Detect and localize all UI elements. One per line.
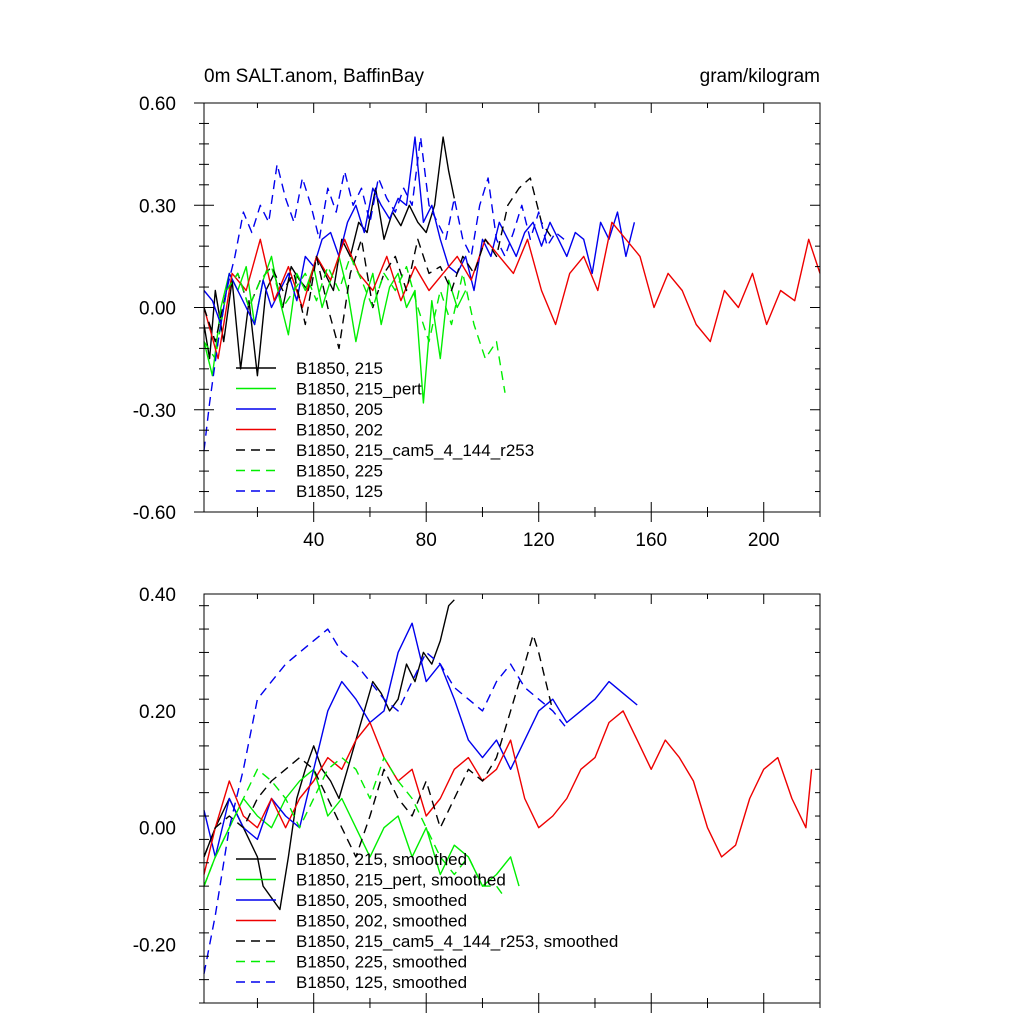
bottom-panel: -0.200.000.200.40 B1850, 215, smoothedB1… bbox=[133, 585, 821, 1013]
x-tick-label: 200 bbox=[748, 530, 780, 551]
top-panel: 40 80 120 160 200 -0.60 -0.30 0.00 0.30 0.60 B185… bbox=[133, 94, 821, 551]
x-tick-label: 160 bbox=[635, 530, 667, 551]
series-line-b1850-225-smoothed bbox=[203, 756, 506, 899]
series-line-b1850-125-smoothed bbox=[203, 628, 568, 974]
series-line-b1850-215-cam5-4-144-r253 bbox=[203, 177, 554, 350]
chart-title-right: gram/kilogram bbox=[700, 66, 820, 87]
series-line-b1850-215-smoothed bbox=[203, 599, 455, 911]
x-tick-label: 40 bbox=[303, 530, 324, 551]
legend-label: B1850, 225, smoothed bbox=[296, 953, 467, 972]
legend-label: B1850, 215, smoothed bbox=[296, 850, 467, 869]
legend-label: B1850, 215 bbox=[296, 359, 383, 378]
y-tick-label: 0.00 bbox=[139, 819, 176, 840]
bottom-ticks-group: -0.20 0.00 0.20 0.40 bbox=[133, 585, 821, 1013]
y-tick-label: 0.30 bbox=[139, 196, 176, 217]
y-tick-label: 0.20 bbox=[139, 702, 176, 723]
legend-label: B1850, 125 bbox=[296, 482, 383, 501]
legend-label: B1850, 202 bbox=[296, 421, 383, 440]
legend-label: B1850, 202, smoothed bbox=[296, 912, 467, 931]
series-line-b1850-202-smoothed bbox=[203, 710, 813, 875]
series-line-b1850-225 bbox=[203, 255, 506, 393]
series-line-b1850-125 bbox=[203, 136, 565, 451]
legend-label: B1850, 205, smoothed bbox=[296, 891, 467, 910]
bottom-legend: B1850, 215, smoothed B1850, 215_pert, smo… bbox=[236, 850, 618, 992]
legend-label: B1850, 225 bbox=[296, 462, 383, 481]
bottom-plot-frame bbox=[203, 593, 821, 1004]
legend-label: B1850, 125, smoothed bbox=[296, 973, 467, 992]
y-tick-label: -0.20 bbox=[133, 936, 176, 957]
y-tick-label: 0.00 bbox=[139, 299, 176, 320]
x-tick-label: 80 bbox=[416, 530, 437, 551]
top-series-group bbox=[203, 136, 821, 451]
x-tick-label: 120 bbox=[523, 530, 555, 551]
series-line-b1850-215-cam5-4-144-r253-smoothed bbox=[203, 634, 554, 858]
legend-label: B1850, 215_pert bbox=[296, 380, 422, 399]
series-line-b1850-205-smoothed bbox=[203, 622, 638, 858]
legend-label: B1850, 205 bbox=[296, 400, 383, 419]
legend-label: B1850, 215_cam5_4_144_r253, smoothed bbox=[296, 932, 618, 951]
chart-title-left: 0m SALT.anom, BaffinBay bbox=[204, 66, 425, 87]
legend-label: B1850, 215_cam5_4_144_r253 bbox=[296, 441, 534, 460]
y-tick-label: -0.30 bbox=[133, 401, 176, 422]
series-line-b1850-202 bbox=[203, 221, 821, 360]
y-tick-label: -0.60 bbox=[133, 503, 176, 524]
bottom-series-group bbox=[203, 599, 813, 974]
top-ticks-group: 40 80 120 160 200 -0.60 -0.30 0.00 0.30 0.60 bbox=[133, 94, 821, 551]
y-tick-label: 0.40 bbox=[139, 585, 176, 606]
legend-label: B1850, 215_pert, smoothed bbox=[296, 871, 506, 890]
y-tick-label: 0.60 bbox=[139, 94, 176, 115]
series-line-b1850-215 bbox=[203, 136, 455, 377]
